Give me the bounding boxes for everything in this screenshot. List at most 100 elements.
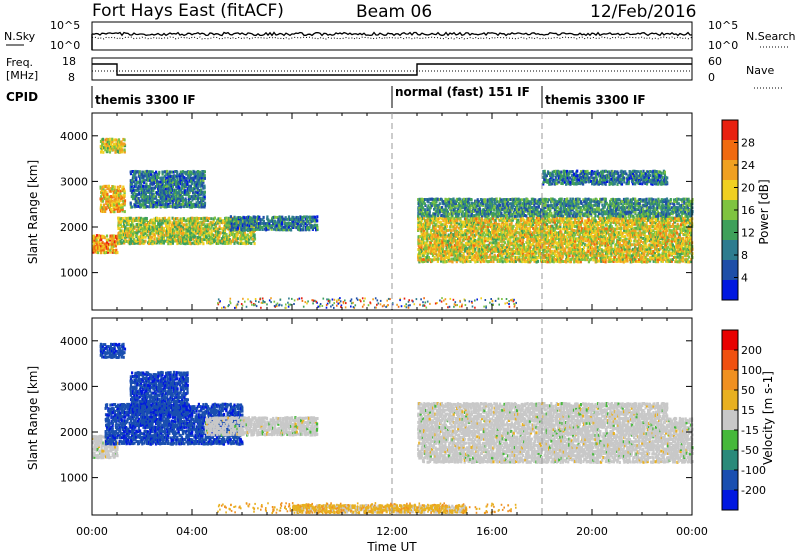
power-cell [142, 231, 145, 235]
power-cell [93, 238, 96, 242]
power-cell [190, 178, 193, 182]
power-cell [142, 195, 145, 199]
power-cell [239, 216, 242, 220]
power-cell [100, 206, 104, 210]
power-cell [433, 247, 436, 251]
power-cell [137, 196, 140, 200]
power-cell [153, 194, 156, 198]
power-cell [425, 249, 428, 253]
power-cell [108, 204, 112, 208]
power-cell [131, 182, 134, 186]
power-cell [122, 200, 125, 203]
power-cell [429, 221, 432, 224]
power-cell [202, 190, 205, 194]
power-cell [170, 182, 173, 186]
power-cell [191, 196, 194, 200]
power-cell [202, 186, 205, 190]
power-cell [250, 242, 253, 245]
power-cell [102, 189, 105, 193]
power-cell [92, 250, 95, 254]
power-cell [432, 224, 435, 228]
power-cell [145, 217, 148, 220]
power-cell [143, 178, 146, 182]
power-cell [171, 178, 174, 182]
power-cell [138, 170, 141, 174]
power-cell [165, 205, 169, 208]
power-cell [417, 220, 420, 224]
power-cell [146, 190, 149, 194]
power-cell [309, 218, 312, 222]
power-cell [116, 185, 119, 189]
power-cell [201, 203, 204, 207]
power-cell [277, 219, 280, 223]
power-cell [116, 142, 119, 146]
power-cell [433, 258, 436, 262]
power-cell [295, 217, 298, 221]
power-cell [178, 191, 181, 195]
power-cell [186, 225, 189, 229]
power-cell [99, 144, 102, 148]
power-cell [131, 220, 134, 224]
power-cell [99, 246, 102, 250]
power-cell [110, 236, 113, 240]
power-cell [461, 231, 464, 235]
power-cell [158, 239, 161, 243]
power-cell [231, 228, 235, 232]
power-cell [131, 178, 134, 182]
power-cell [138, 227, 141, 231]
power-cell [144, 192, 147, 196]
power-cell [202, 178, 205, 182]
power-cell [202, 203, 205, 206]
power-cell [420, 246, 423, 249]
power-cell [218, 233, 221, 237]
power-cell [172, 181, 175, 184]
power-cell [194, 229, 197, 233]
power-cell [426, 218, 429, 222]
power-cell [253, 242, 256, 246]
power-cell [185, 203, 188, 207]
power-cell [196, 242, 199, 246]
power-cell [100, 242, 103, 246]
power-cell [122, 187, 125, 191]
power-cell [268, 221, 271, 225]
noise-right-label: N.Search [746, 30, 796, 43]
power-cell [178, 186, 181, 190]
power-cell [241, 228, 244, 232]
power-cell [430, 239, 433, 242]
power-cell [136, 231, 139, 235]
power-cell [135, 185, 138, 188]
power-cell [94, 236, 97, 240]
power-cell [194, 219, 197, 223]
power-cell [426, 235, 429, 239]
date-title: 12/Feb/2016 [590, 2, 696, 22]
power-cell [218, 235, 221, 239]
power-cell [132, 187, 135, 190]
power-cell [207, 229, 210, 233]
power-cell [116, 201, 119, 205]
power-cell [110, 187, 114, 191]
power-cell [196, 178, 199, 182]
power-cell [177, 221, 180, 225]
power-cell [189, 201, 193, 205]
power-cell [425, 258, 428, 262]
power-cell [420, 224, 423, 228]
power-cell [252, 240, 255, 243]
power-cell [114, 201, 117, 205]
power-cell [235, 224, 238, 228]
power-cell [114, 251, 118, 255]
power-cell [429, 218, 432, 222]
power-cell [133, 180, 136, 184]
cpid-label: CPID [6, 90, 38, 104]
power-cell [154, 174, 157, 178]
power-cell [240, 239, 243, 243]
power-cell [227, 220, 230, 224]
power-cell [171, 197, 174, 201]
power-cell [185, 223, 188, 227]
power-cell [427, 216, 430, 220]
power-cell [233, 220, 236, 224]
power-cell [201, 196, 204, 200]
power-cell [147, 235, 150, 239]
power-cell [240, 235, 244, 239]
power-cell [111, 195, 114, 199]
power-cell [112, 205, 115, 209]
